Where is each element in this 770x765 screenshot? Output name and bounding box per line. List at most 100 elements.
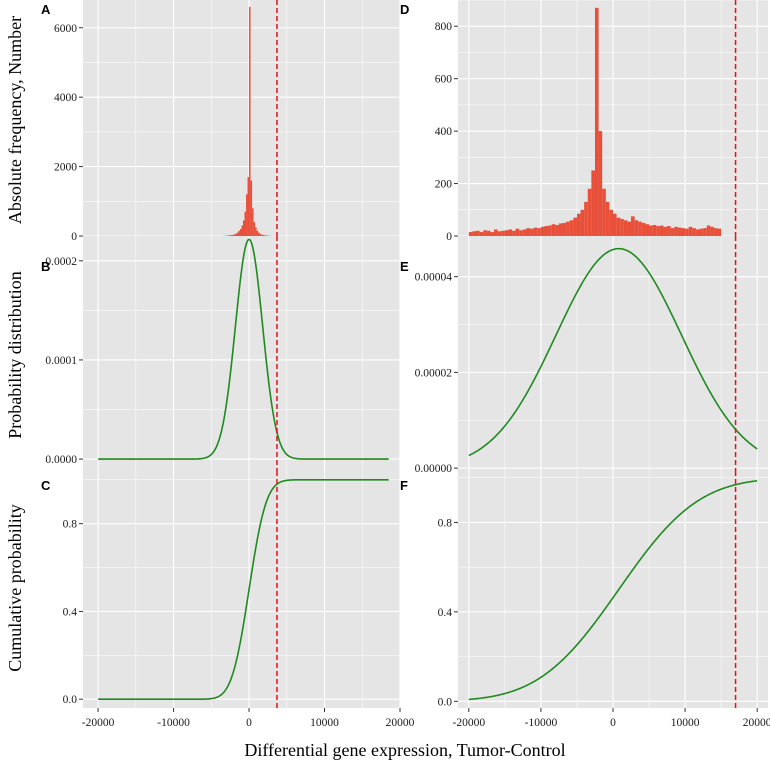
panel-d-bar xyxy=(548,225,552,236)
panel-d-bar xyxy=(530,228,534,236)
panel-a-bar xyxy=(252,208,254,236)
panel-d-bar xyxy=(468,232,473,236)
panel-c-xtick-label: -10000 xyxy=(157,717,190,729)
panel-d-bar xyxy=(620,218,624,236)
panel-d-bar xyxy=(659,225,664,236)
panel-d-bar xyxy=(623,220,628,236)
panel-c-cdf-curve xyxy=(98,478,389,701)
panel-b-ytick-label: 0.0000 xyxy=(45,454,77,466)
panel-a-bar xyxy=(232,234,234,236)
panel-a-bar xyxy=(262,234,265,236)
panel-a-bar xyxy=(241,225,244,236)
panel-c-ytick-label: 0.0 xyxy=(63,694,78,706)
panel-d-bar xyxy=(569,220,574,236)
panel-d-bar xyxy=(526,228,531,236)
panel-f: 0.0 0.4 0.8 -20000 -10000 0 10000 20000 F xyxy=(400,471,770,729)
panel-d-bar xyxy=(681,228,686,236)
ylabel-absolute-frequency: Absolute frequency, Number xyxy=(5,16,25,224)
panel-c: 0.0 0.4 0.8 -20000 -10000 0 10000 20000 C xyxy=(41,471,415,729)
panel-a-bar xyxy=(235,233,237,236)
panel-b-density-curve xyxy=(98,238,389,460)
panel-a-bar xyxy=(239,229,242,236)
panel-c-letter: C xyxy=(41,478,51,493)
panel-d-letter: D xyxy=(400,2,409,17)
ylabel-cumulative-probability: Cumulative probability xyxy=(5,504,25,671)
panel-d-bar xyxy=(605,201,610,236)
panel-a-bar xyxy=(250,180,253,236)
panel-d-bar xyxy=(587,188,592,236)
panel-e-density-curve xyxy=(468,247,758,457)
panel-d-bar xyxy=(537,228,541,236)
panel-a-bar xyxy=(256,230,259,236)
panel-a-background xyxy=(83,0,400,236)
panel-d-bar xyxy=(706,225,711,236)
panel-d-bar xyxy=(602,188,606,236)
panel-e-ytick-label: 0.00004 xyxy=(415,272,453,284)
panel-b-ytick-label: 0.0001 xyxy=(45,355,77,367)
panel-a-letter: A xyxy=(41,2,51,17)
panel-f-xtick-label: 20000 xyxy=(743,717,770,729)
panel-d-bar xyxy=(638,221,642,236)
panel-d-bar xyxy=(576,213,581,236)
panel-d-bar xyxy=(641,222,646,236)
panel-f-ytick-label: 0.4 xyxy=(438,607,453,619)
panel-d-bar xyxy=(613,213,617,236)
panel-b-letter: B xyxy=(41,259,50,274)
panel-d-bar xyxy=(555,224,559,236)
panel-d-bar xyxy=(580,209,585,236)
panel-d-bar xyxy=(649,225,653,236)
panel-d-bar xyxy=(479,232,484,236)
panel-d-bar xyxy=(667,226,671,236)
panel-d-ytick-label: 400 xyxy=(435,126,453,138)
panel-d-bar xyxy=(656,226,660,236)
panel-e: 0.00000 0.00002 0.00004 E xyxy=(400,236,768,475)
panel-d-bar xyxy=(710,226,714,236)
panel-d-bar xyxy=(677,227,682,236)
panel-a-bar xyxy=(227,235,230,236)
panel-d-bar xyxy=(674,226,678,236)
panel-d-bar xyxy=(609,209,613,236)
panel-d-bar xyxy=(695,229,700,236)
panel-d-ytick-label: 800 xyxy=(435,21,453,33)
panel-a-bar xyxy=(233,234,236,236)
panel-d-bar xyxy=(627,221,632,236)
panel-d-bar xyxy=(562,222,567,236)
panel-f-cdf-curve xyxy=(468,479,758,701)
panel-d: 0 200 400 600 800 D xyxy=(400,0,768,243)
panel-d-bar xyxy=(717,228,722,236)
panel-f-letter: F xyxy=(400,478,408,493)
panel-d-bar xyxy=(699,228,704,236)
panel-d-bar xyxy=(573,217,577,236)
panel-f-xtick-label: -10000 xyxy=(525,717,558,729)
panel-d-bar xyxy=(703,228,707,236)
panel-d-bar xyxy=(663,226,668,236)
panel-d-bar xyxy=(504,230,509,236)
panel-a-bar xyxy=(259,233,262,236)
panel-a-bar xyxy=(253,222,256,236)
panel-a-ytick-label: 6000 xyxy=(54,23,77,35)
panel-d-bar xyxy=(584,201,588,236)
panel-a-bar xyxy=(229,235,231,236)
panel-f-ytick-label: 0.8 xyxy=(438,517,453,529)
panel-d-bar xyxy=(494,229,498,236)
panel-d-bar xyxy=(551,224,556,236)
panel-a-ytick-label: 2000 xyxy=(54,162,77,174)
ylabel-probability-distribution: Probability distribution xyxy=(5,271,25,439)
panel-d-bar xyxy=(652,224,657,236)
panel-d-bar xyxy=(616,217,621,236)
panel-a-bar xyxy=(236,232,239,236)
panel-a-bar xyxy=(255,227,257,236)
panel-d-bar xyxy=(522,229,527,236)
panel-d-bar xyxy=(501,230,505,236)
panel-d-bar xyxy=(558,223,563,236)
panel-c-ytick-label: 0.4 xyxy=(63,606,78,618)
panel-d-bar xyxy=(645,224,650,236)
panel-f-xtick-label: 0 xyxy=(610,717,616,729)
panel-a-ytick-label: 0 xyxy=(71,231,77,243)
panel-a-bar xyxy=(244,211,247,236)
panel-d-bar xyxy=(497,231,502,236)
panel-a-bar xyxy=(264,235,266,236)
panel-d-bar xyxy=(519,230,523,236)
